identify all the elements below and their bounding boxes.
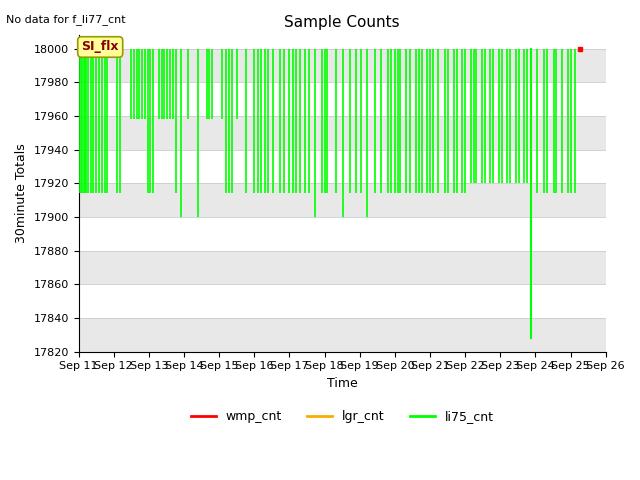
Text: SI_flx: SI_flx (81, 40, 119, 53)
Legend: wmp_cnt, lgr_cnt, li75_cnt: wmp_cnt, lgr_cnt, li75_cnt (186, 405, 499, 428)
Bar (79, 251, 605, 284)
Bar (79, 49, 605, 83)
Bar (79, 116, 605, 150)
Y-axis label: 30minute Totals: 30minute Totals (15, 144, 28, 243)
X-axis label: Time: Time (327, 377, 358, 390)
Text: No data for f_li77_cnt: No data for f_li77_cnt (6, 14, 126, 25)
Bar (79, 183, 605, 217)
Bar (79, 318, 605, 351)
Title: Sample Counts: Sample Counts (284, 15, 400, 30)
